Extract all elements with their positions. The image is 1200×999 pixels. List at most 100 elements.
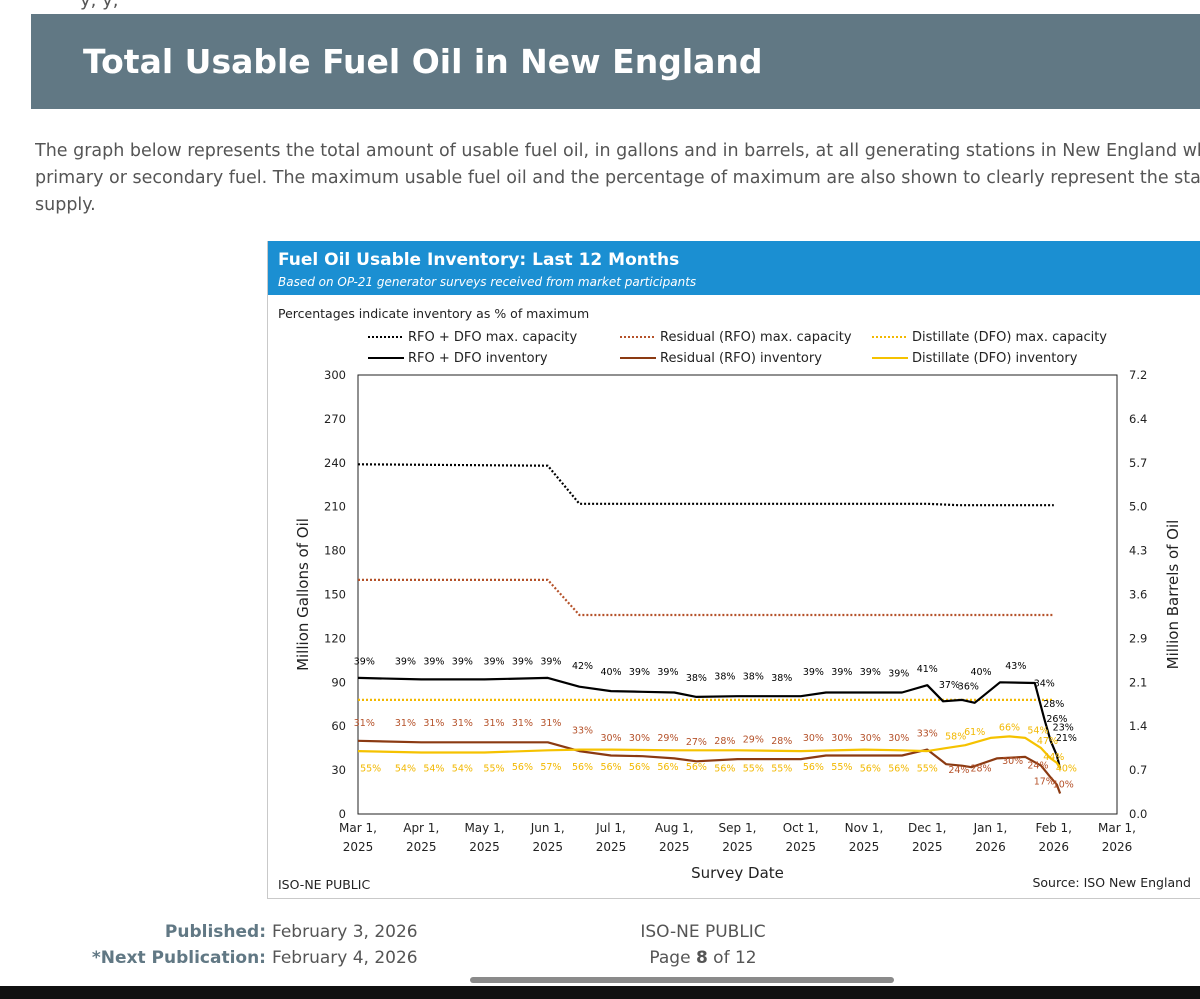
data-label: 10%	[1053, 780, 1074, 791]
x-tick-label: 2025	[596, 840, 627, 854]
data-label: 39%	[803, 667, 824, 678]
data-label: 39%	[354, 657, 375, 668]
bottom-bar	[0, 986, 1200, 999]
data-label: 55%	[831, 762, 852, 773]
intro-line-3: supply.	[35, 195, 96, 215]
chart-note: Percentages indicate inventory as % of m…	[278, 306, 590, 321]
chart-footer-left: ISO-NE PUBLIC	[278, 877, 371, 892]
page-footer: Published: February 3, 2026 *Next Public…	[0, 918, 1200, 978]
data-label: 39%	[452, 657, 473, 668]
legend-label: Distillate (DFO) inventory	[912, 351, 1078, 366]
data-label: 66%	[999, 723, 1020, 734]
y2-tick-label: 7.2	[1129, 368, 1147, 382]
x-axis-label: Survey Date	[691, 864, 784, 882]
data-label: 55%	[743, 764, 764, 775]
data-label: 39%	[831, 667, 852, 678]
data-label: 39%	[395, 657, 416, 668]
data-label: 39%	[423, 657, 444, 668]
data-label: 28%	[1043, 699, 1064, 710]
data-label: 56%	[512, 762, 533, 773]
y2-axis-label: Million Barrels of Oil	[1164, 520, 1182, 670]
y2-tick-label: 0.7	[1129, 763, 1147, 777]
data-label: 30%	[600, 733, 621, 744]
y-tick-label: 120	[324, 631, 346, 645]
data-label: 39%	[657, 667, 678, 678]
chart-header: Fuel Oil Usable Inventory: Last 12 Month…	[268, 241, 1200, 295]
data-label: 29%	[657, 733, 678, 744]
series-line	[358, 578, 1054, 617]
legend-label: Residual (RFO) max. capacity	[660, 330, 852, 345]
x-tick-label: Apr 1,	[403, 821, 439, 835]
y-tick-label: 30	[331, 763, 346, 777]
x-tick-label: 2025	[785, 840, 816, 854]
x-tick-label: Dec 1,	[908, 821, 946, 835]
data-label: 28%	[771, 736, 792, 747]
data-label: 56%	[714, 764, 735, 775]
data-label: 21%	[1056, 733, 1077, 744]
y-tick-label: 270	[324, 412, 346, 426]
data-label: 33%	[917, 728, 938, 739]
data-label: 61%	[964, 727, 985, 738]
y-tick-label: 210	[324, 500, 346, 514]
cut-off-text: y, y,	[80, 0, 119, 11]
data-label: 57%	[540, 762, 561, 773]
y2-tick-label: 2.1	[1129, 675, 1147, 689]
x-tick-label: Mar 1,	[1098, 821, 1136, 835]
y2-tick-label: 1.4	[1129, 719, 1147, 733]
data-label: 30%	[629, 733, 650, 744]
series-line	[357, 463, 1054, 507]
next-publication-label: *Next Publication:	[91, 948, 266, 968]
data-label: 54%	[452, 764, 473, 775]
x-tick-label: Mar 1,	[339, 821, 377, 835]
data-label: 30%	[888, 733, 909, 744]
data-label: 40%	[970, 667, 991, 678]
data-label: 39%	[483, 657, 504, 668]
y2-tick-label: 3.6	[1129, 588, 1147, 602]
data-label: 56%	[803, 762, 824, 773]
intro-paragraph: The graph below represents the total amo…	[35, 138, 1200, 219]
legend-label: Residual (RFO) inventory	[660, 351, 822, 366]
data-label: 36%	[958, 682, 979, 693]
x-tick-label: Jan 1,	[973, 821, 1008, 835]
data-label: 31%	[354, 718, 375, 729]
intro-line-2: primary or secondary fuel. The maximum u…	[35, 168, 1200, 188]
data-label: 55%	[771, 764, 792, 775]
data-label: 55%	[360, 764, 381, 775]
x-tick-label: 2025	[912, 840, 943, 854]
y2-tick-label: 5.0	[1129, 500, 1147, 514]
data-label: 39%	[629, 667, 650, 678]
x-tick-label: Aug 1,	[655, 821, 694, 835]
data-label: 56%	[657, 762, 678, 773]
data-label: 40%	[1056, 764, 1077, 775]
page-prefix: Page	[649, 948, 696, 968]
y2-tick-label: 6.4	[1129, 412, 1147, 426]
data-label: 31%	[512, 718, 533, 729]
data-label: 43%	[1005, 661, 1026, 672]
data-label: 39%	[540, 657, 561, 668]
data-label: 23%	[1053, 723, 1074, 734]
data-label: 42%	[572, 661, 593, 672]
y-tick-label: 240	[324, 456, 346, 470]
x-tick-label: Oct 1,	[783, 821, 819, 835]
data-label: 56%	[629, 762, 650, 773]
chart-subtitle: Based on OP-21 generator surveys receive…	[278, 275, 697, 289]
data-label: 37%	[939, 680, 960, 691]
data-label: 29%	[743, 734, 764, 745]
data-label: 56%	[888, 764, 909, 775]
data-label: 54%	[395, 764, 416, 775]
x-tick-label: Sep 1,	[719, 821, 757, 835]
scroll-indicator[interactable]	[470, 977, 894, 983]
series-line	[357, 735, 1062, 770]
data-label: 31%	[452, 718, 473, 729]
published-label: Published:	[164, 922, 266, 942]
x-tick-label: 2026	[1038, 840, 1069, 854]
page-suffix: of 12	[707, 948, 757, 968]
data-label: 27%	[686, 737, 707, 748]
data-label: 24%	[948, 765, 969, 776]
data-label: 55%	[917, 764, 938, 775]
y-tick-label: 0	[339, 807, 346, 821]
y-tick-label: 300	[324, 368, 346, 382]
data-label: 30%	[860, 733, 881, 744]
x-tick-label: 2025	[406, 840, 437, 854]
y-axis-label: Million Gallons of Oil	[294, 518, 312, 671]
